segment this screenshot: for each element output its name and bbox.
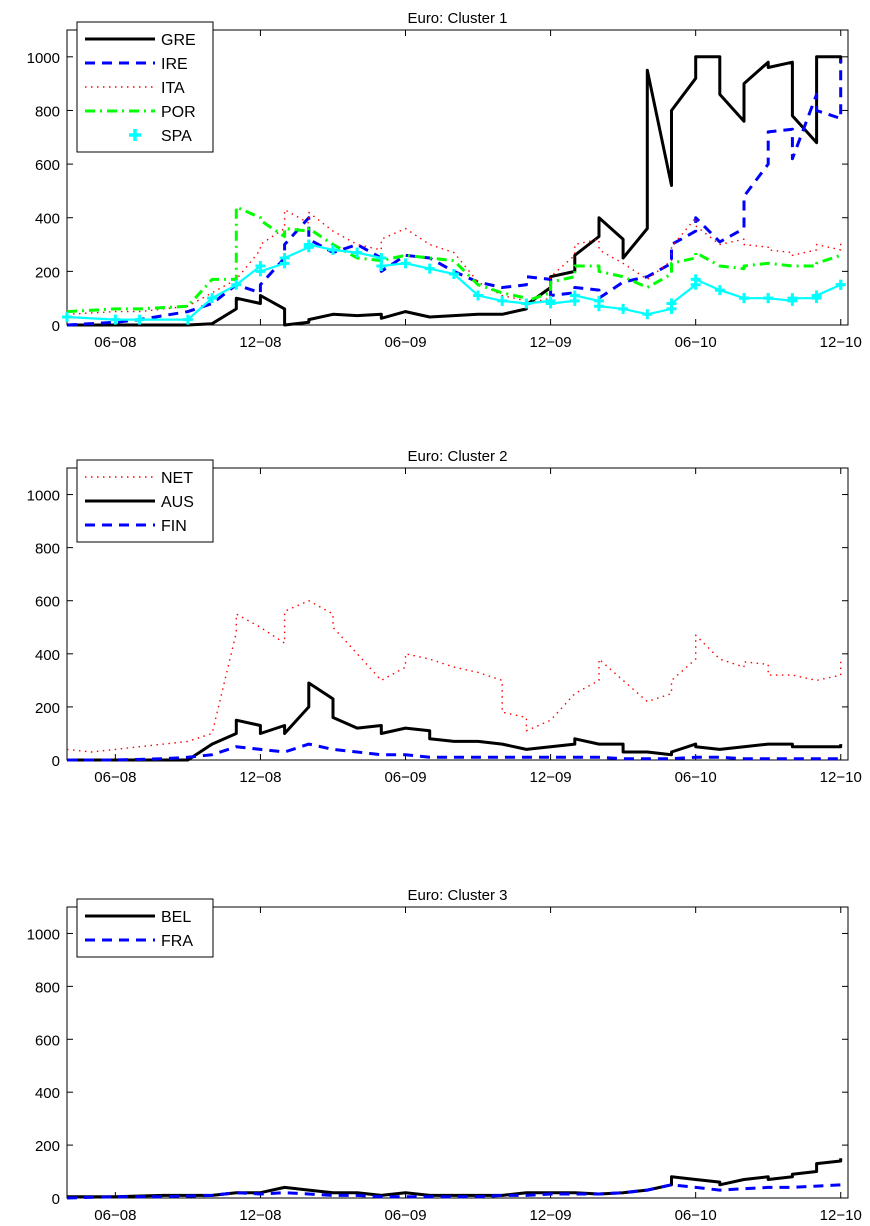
- chart-title: Euro: Cluster 2: [407, 448, 507, 465]
- x-tick-label: 12−09: [530, 1207, 572, 1224]
- chart-panel-2: Euro: Cluster 2 0 200 400 600 800 1000 06−08 12−…: [27, 448, 862, 786]
- legend-label-aus: AUS: [161, 494, 194, 511]
- x-tick-label: 12−09: [530, 769, 572, 786]
- legend-label-ire: IRE: [161, 56, 188, 73]
- series-line-fra: [66, 1182, 843, 1200]
- x-tick-label: 06−09: [384, 1207, 426, 1224]
- y-tick-label: 1000: [27, 488, 60, 505]
- legend-label-net: NET: [161, 470, 193, 487]
- y-tick-label: 0: [52, 318, 60, 335]
- legend-box: [76, 898, 214, 958]
- series-line-aus: [67, 681, 843, 762]
- x-tick-label: 06−09: [384, 769, 426, 786]
- series-marker-spa: [352, 247, 363, 258]
- y-tick-label: 200: [35, 1138, 60, 1155]
- chart-title: Euro: Cluster 3: [407, 887, 507, 904]
- x-tick-label: 06−10: [675, 769, 717, 786]
- y-tick-label: 600: [35, 157, 60, 174]
- series-marker-spa: [255, 266, 266, 277]
- x-tick-label: 12−08: [239, 1207, 281, 1224]
- series-marker-spa: [207, 293, 218, 304]
- series-line-bel: [67, 1158, 843, 1199]
- series-marker-spa: [569, 290, 580, 301]
- y-tick-label: 200: [35, 700, 60, 717]
- series-marker-spa: [593, 301, 604, 312]
- series-line-gre: [67, 55, 843, 327]
- chart-title: Euro: Cluster 1: [407, 10, 507, 27]
- y-tick-label: 400: [35, 647, 60, 664]
- x-tick-label: 12−09: [530, 334, 572, 351]
- series-marker-spa: [811, 290, 822, 301]
- x-tick-label: 12−10: [820, 769, 862, 786]
- series-line-fin: [67, 742, 841, 762]
- series-line-por: [66, 205, 843, 314]
- series-line-ire: [66, 59, 843, 327]
- x-tick-label: 06−08: [94, 1207, 136, 1224]
- series-marker-spa: [835, 279, 846, 290]
- legend-label-fra: FRA: [161, 933, 193, 950]
- x-tick-label: 06−10: [675, 1207, 717, 1224]
- x-tick-label: 06−08: [94, 769, 136, 786]
- series-marker-spa: [787, 293, 798, 304]
- x-tick-label: 12−08: [239, 334, 281, 351]
- chart-panel-1: Euro: Cluster 1 0 200 400 600 800 1000 06−08 12−…: [27, 10, 862, 351]
- series-marker-spa: [231, 279, 242, 290]
- series-marker-spa: [327, 244, 338, 255]
- series-line-net: [66, 600, 842, 753]
- y-tick-label: 400: [35, 1085, 60, 1102]
- y-tick-label: 0: [52, 753, 60, 770]
- series-marker-spa: [424, 263, 435, 274]
- y-tick-label: 200: [35, 264, 60, 281]
- y-tick-label: 400: [35, 211, 60, 228]
- legend-label-spa: SPA: [161, 128, 192, 145]
- series-marker-spa: [376, 261, 387, 271]
- x-tick-label: 12−08: [239, 769, 281, 786]
- series-marker-spa: [545, 298, 556, 309]
- legend-label-gre: GRE: [161, 32, 196, 49]
- chart-panel-3: Euro: Cluster 3 0 200 400 600 800 1000 06−08 12−…: [27, 887, 862, 1224]
- series-marker-spa: [763, 293, 774, 304]
- series-marker-spa: [448, 269, 459, 280]
- series-marker-spa: [134, 314, 145, 325]
- plot-area: [66, 467, 849, 761]
- x-tick-label: 12−10: [820, 1207, 862, 1224]
- series-marker-spa: [182, 314, 193, 325]
- series-marker-spa: [739, 293, 750, 304]
- x-tick-label: 06−09: [384, 334, 426, 351]
- series-marker-spa: [714, 285, 725, 296]
- series-marker-spa: [618, 303, 629, 314]
- series-marker-spa: [690, 274, 701, 285]
- y-tick-label: 600: [35, 1032, 60, 1049]
- series-line-spa: [66, 243, 842, 321]
- y-tick-label: 1000: [27, 50, 60, 67]
- y-tick-label: 800: [35, 103, 60, 120]
- x-tick-label: 06−10: [675, 334, 717, 351]
- legend-label-por: POR: [161, 104, 196, 121]
- series-line-ita: [66, 209, 842, 315]
- y-tick-label: 1000: [27, 926, 60, 943]
- series-marker-spa: [642, 309, 653, 320]
- y-tick-label: 600: [35, 594, 60, 611]
- y-tick-label: 800: [35, 541, 60, 558]
- series-marker-spa: [473, 290, 484, 301]
- series-marker-spa: [303, 239, 314, 250]
- legend-label-fin: FIN: [161, 518, 187, 535]
- y-tick-label: 0: [52, 1191, 60, 1208]
- x-tick-label: 12−10: [820, 334, 862, 351]
- series-marker-spa: [666, 298, 677, 309]
- plot-area: [66, 906, 849, 1199]
- series-marker-spa: [279, 252, 290, 263]
- series-marker-spa: [497, 295, 508, 306]
- series-marker-spa: [62, 311, 72, 322]
- series-marker-spa: [521, 298, 532, 309]
- series-marker-spa: [110, 314, 121, 325]
- plot-area: [66, 29, 849, 326]
- x-tick-label: 06−08: [94, 334, 136, 351]
- legend-swatch-spa: [129, 129, 141, 141]
- legend-label-ita: ITA: [161, 80, 185, 97]
- series-marker-spa: [400, 258, 411, 269]
- y-tick-label: 800: [35, 979, 60, 996]
- legend-label-bel: BEL: [161, 909, 191, 926]
